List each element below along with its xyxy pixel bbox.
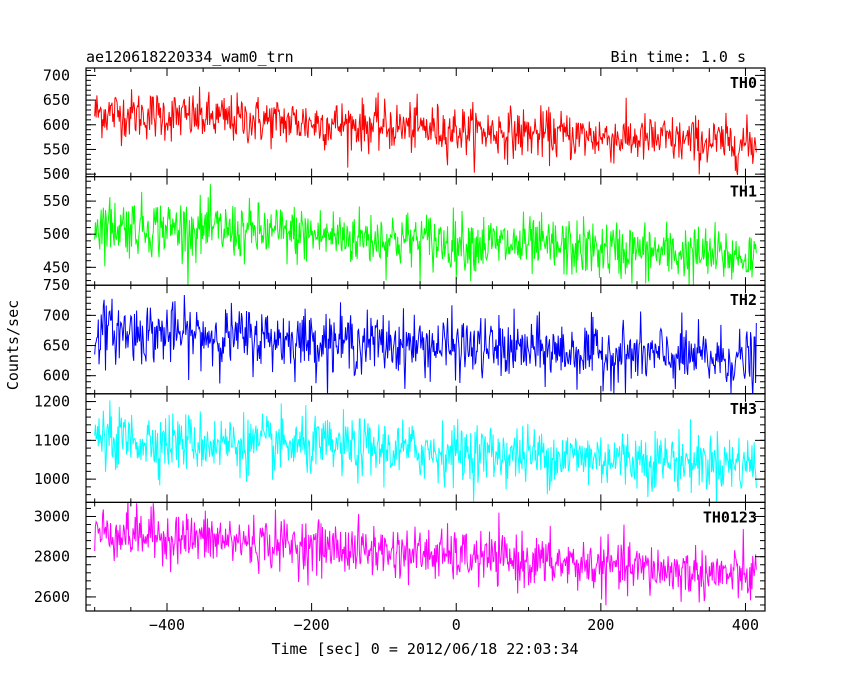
x-tick-label: −400 (149, 616, 185, 634)
y-tick-label: 1200 (34, 393, 70, 411)
series-name-th1: TH1 (730, 183, 757, 201)
y-tick-label: 650 (43, 91, 70, 109)
series-line-th0123 (94, 502, 757, 606)
y-tick-label: 700 (43, 66, 70, 84)
panel-th0123: 2600 2800 3000 TH0123 (34, 501, 766, 612)
panel-th0: 500 550 600 650 700 TH0 (43, 66, 766, 183)
panels: 500 550 600 650 700 TH0 450 500 550 TH1 600 650 700 7… (34, 66, 766, 612)
bin-time-label: Bin time: 1.0 s (611, 48, 746, 66)
y-tick-label: 1100 (34, 431, 70, 449)
panel-th1: 450 500 550 TH1 (43, 176, 766, 286)
y-tick-label: 2600 (34, 588, 70, 606)
series-name-th0: TH0 (730, 74, 757, 92)
x-axis-label: Time [sec] 0 = 2012/06/18 22:03:34 (271, 640, 578, 658)
panel-frame (85, 67, 766, 178)
panel-th2: 600 650 700 750 TH2 (43, 276, 766, 395)
y-tick-label: 500 (43, 165, 70, 183)
y-axis-label: Counts/sec (4, 300, 22, 390)
y-tick-label: 500 (43, 225, 70, 243)
series-name-th0123: TH0123 (703, 508, 757, 526)
series-name-th2: TH2 (730, 291, 757, 309)
series-line-th3 (94, 400, 757, 503)
y-tick-label: 600 (43, 116, 70, 134)
x-tick-label: 0 (452, 616, 461, 634)
y-tick-label: 1000 (34, 470, 70, 488)
y-tick-label: 600 (43, 367, 70, 385)
y-tick-label: 3000 (34, 507, 70, 525)
chart-title: ae120618220334_wam0_trn (86, 48, 294, 66)
series-line-th0 (94, 86, 757, 176)
x-tick-label: 400 (732, 616, 759, 634)
x-tick-label: 200 (587, 616, 614, 634)
y-tick-label: 2800 (34, 548, 70, 566)
series-line-th1 (94, 184, 757, 286)
y-tick-label: 750 (43, 276, 70, 294)
series-line-th2 (94, 294, 757, 394)
y-tick-label: 550 (43, 192, 70, 210)
y-tick-label: 700 (43, 306, 70, 324)
x-tick-label: −200 (294, 616, 330, 634)
series-name-th3: TH3 (730, 400, 757, 418)
panel-th3: 1000 1100 1200 TH3 (34, 393, 766, 503)
y-tick-label: 450 (43, 258, 70, 276)
y-tick-label: 550 (43, 140, 70, 158)
x-axis: −400 −200 0 200 400 (149, 616, 759, 634)
y-tick-label: 650 (43, 337, 70, 355)
